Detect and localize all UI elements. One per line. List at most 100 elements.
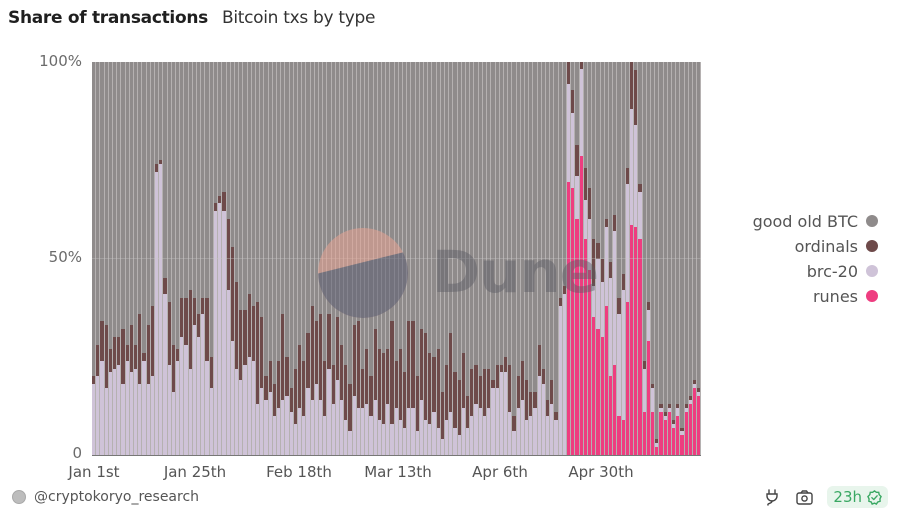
- day-bar[interactable]: [167, 62, 172, 455]
- day-bar[interactable]: [449, 62, 454, 455]
- day-bar[interactable]: [558, 62, 563, 455]
- day-bar[interactable]: [155, 62, 160, 455]
- day-bar[interactable]: [234, 62, 240, 455]
- day-bar[interactable]: [491, 62, 496, 455]
- day-bar[interactable]: [226, 62, 231, 455]
- day-bar[interactable]: [646, 62, 652, 455]
- day-bar[interactable]: [440, 62, 446, 455]
- day-bar[interactable]: [180, 62, 185, 455]
- day-bar[interactable]: [680, 62, 685, 455]
- day-bar[interactable]: [571, 62, 576, 455]
- day-bar[interactable]: [184, 62, 189, 455]
- day-bar[interactable]: [503, 62, 509, 455]
- legend-item[interactable]: runes: [813, 287, 878, 306]
- day-bar[interactable]: [92, 62, 97, 455]
- day-bar[interactable]: [512, 62, 517, 455]
- day-bar[interactable]: [651, 62, 656, 455]
- day-bar[interactable]: [642, 62, 647, 455]
- day-bar[interactable]: [655, 62, 660, 455]
- day-bar[interactable]: [276, 62, 282, 455]
- day-bar[interactable]: [604, 62, 609, 455]
- day-bar[interactable]: [117, 62, 122, 455]
- day-bar[interactable]: [638, 62, 643, 455]
- legend-item[interactable]: good old BTC: [753, 212, 878, 231]
- day-bar[interactable]: [218, 62, 223, 455]
- day-bar[interactable]: [554, 62, 559, 455]
- day-bar[interactable]: [529, 62, 534, 455]
- day-bar[interactable]: [596, 62, 601, 455]
- day-bar[interactable]: [230, 62, 235, 455]
- day-bar[interactable]: [688, 62, 694, 455]
- day-bar[interactable]: [251, 62, 256, 455]
- day-bar[interactable]: [104, 62, 109, 455]
- day-bar[interactable]: [608, 62, 614, 455]
- day-bar[interactable]: [545, 62, 551, 455]
- day-bar[interactable]: [621, 62, 626, 455]
- day-bar[interactable]: [470, 62, 475, 455]
- day-bar[interactable]: [150, 62, 156, 455]
- day-bar[interactable]: [583, 62, 588, 455]
- day-bar[interactable]: [562, 62, 567, 455]
- day-bar[interactable]: [108, 62, 114, 455]
- day-bar[interactable]: [239, 62, 244, 455]
- day-bar[interactable]: [461, 62, 467, 455]
- day-bar[interactable]: [209, 62, 214, 455]
- day-bar[interactable]: [281, 62, 286, 455]
- day-bar[interactable]: [453, 62, 458, 455]
- day-bar[interactable]: [697, 62, 701, 455]
- day-bar[interactable]: [310, 62, 315, 455]
- day-bar[interactable]: [634, 62, 639, 455]
- day-bar[interactable]: [550, 62, 555, 455]
- day-bar[interactable]: [541, 62, 546, 455]
- day-bar[interactable]: [663, 62, 668, 455]
- day-bar[interactable]: [285, 62, 290, 455]
- day-bar[interactable]: [213, 62, 219, 455]
- day-bar[interactable]: [436, 62, 441, 455]
- day-bar[interactable]: [659, 62, 664, 455]
- day-bar[interactable]: [142, 62, 147, 455]
- day-bar[interactable]: [197, 62, 202, 455]
- day-bar[interactable]: [592, 62, 597, 455]
- day-bar[interactable]: [205, 62, 210, 455]
- day-bar[interactable]: [192, 62, 198, 455]
- day-bar[interactable]: [129, 62, 135, 455]
- author-handle[interactable]: @cryptokoryo_research: [34, 489, 200, 505]
- day-bar[interactable]: [587, 62, 593, 455]
- day-bar[interactable]: [693, 62, 698, 455]
- day-bar[interactable]: [176, 62, 181, 455]
- day-bar[interactable]: [457, 62, 462, 455]
- day-bar[interactable]: [146, 62, 151, 455]
- day-bar[interactable]: [255, 62, 261, 455]
- day-bar[interactable]: [260, 62, 265, 455]
- day-bar[interactable]: [575, 62, 580, 455]
- day-bar[interactable]: [478, 62, 483, 455]
- legend-item[interactable]: ordinals: [795, 237, 878, 256]
- legend-item[interactable]: brc-20: [807, 262, 878, 281]
- fork-query-icon[interactable]: [763, 488, 781, 506]
- day-bar[interactable]: [566, 62, 572, 455]
- day-bar[interactable]: [201, 62, 206, 455]
- day-bar[interactable]: [188, 62, 193, 455]
- day-bar[interactable]: [630, 62, 635, 455]
- day-bar[interactable]: [125, 62, 130, 455]
- day-bar[interactable]: [272, 62, 277, 455]
- day-bar[interactable]: [171, 62, 177, 455]
- day-bar[interactable]: [676, 62, 681, 455]
- refresh-status-badge[interactable]: 23h: [827, 486, 888, 508]
- day-bar[interactable]: [163, 62, 168, 455]
- camera-icon[interactable]: [795, 488, 813, 506]
- day-bar[interactable]: [419, 62, 425, 455]
- day-bar[interactable]: [121, 62, 126, 455]
- day-bar[interactable]: [138, 62, 143, 455]
- day-bar[interactable]: [415, 62, 420, 455]
- day-bar[interactable]: [600, 62, 605, 455]
- day-bar[interactable]: [134, 62, 139, 455]
- day-bar[interactable]: [411, 62, 416, 455]
- day-bar[interactable]: [537, 62, 542, 455]
- day-bar[interactable]: [264, 62, 269, 455]
- day-bar[interactable]: [243, 62, 248, 455]
- day-bar[interactable]: [684, 62, 689, 455]
- day-bar[interactable]: [96, 62, 101, 455]
- day-bar[interactable]: [424, 62, 429, 455]
- day-bar[interactable]: [579, 62, 584, 455]
